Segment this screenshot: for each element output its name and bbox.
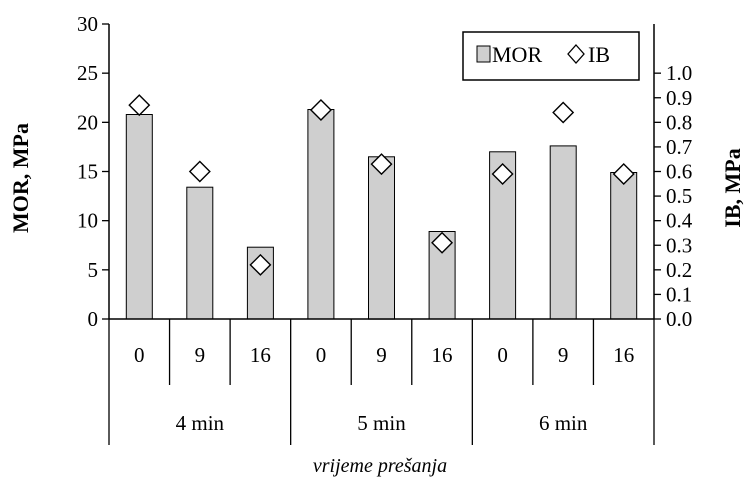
y-tick-label-2: 10 (77, 209, 98, 233)
bar-mor-1 (186, 186, 214, 320)
y-tick-label-4: 20 (77, 110, 98, 134)
bar-mor-4 (368, 156, 395, 320)
x-tick-label-8: 16 (613, 343, 634, 367)
plot-area: 0510152025300.00.10.20.30.40.50.60.70.80… (77, 12, 693, 445)
point-ib-4 (370, 153, 393, 176)
y-axis-title: MOR, MPa (8, 123, 33, 233)
y2-tick-label-3: 0.3 (666, 233, 692, 257)
legend-ib-marker (567, 44, 585, 64)
x-axis-title: vrijeme prešanja (313, 455, 447, 477)
bar-mor-0 (125, 114, 153, 320)
point-ib-7 (552, 101, 575, 124)
legend-mor-label: MOR (492, 42, 542, 67)
legend-mor-marker (476, 45, 491, 63)
y-tick-label-6: 30 (77, 12, 98, 36)
legend-box (462, 31, 640, 81)
y-tick-label-0: 0 (88, 307, 99, 331)
x-tick-label-6: 0 (497, 343, 508, 367)
bar-mor-7 (549, 145, 577, 320)
point-ib-2 (249, 253, 272, 276)
x-tick-label-3: 0 (316, 343, 327, 367)
y2-tick-label-5: 0.5 (666, 184, 692, 208)
y-tick-label-5: 25 (77, 61, 98, 85)
y2-tick-label-7: 0.7 (666, 135, 692, 159)
point-ib-8 (612, 162, 635, 185)
x-tick-label-2: 16 (250, 343, 271, 367)
x-tick-label-1: 9 (195, 343, 206, 367)
point-ib-5 (431, 231, 454, 254)
y2-axis-title: IB, MPa (720, 148, 745, 227)
point-ib-3 (309, 99, 332, 122)
x-tick-label-7: 9 (558, 343, 569, 367)
point-ib-1 (188, 160, 211, 183)
x-tick-label-0: 0 (134, 343, 145, 367)
x-group-label-2: 6 min (539, 411, 588, 435)
y2-tick-label-0: 0.0 (666, 307, 692, 331)
legend: MOR IB (462, 31, 640, 81)
point-ib-0 (128, 94, 151, 117)
y-tick-label-3: 15 (77, 160, 98, 184)
x-tick-label-4: 9 (376, 343, 387, 367)
y2-tick-label-10: 1.0 (666, 61, 692, 85)
legend-ib-label: IB (588, 42, 610, 67)
y-tick-label-1: 5 (88, 258, 99, 282)
y2-tick-label-9: 0.9 (666, 86, 692, 110)
x-group-label-0: 4 min (176, 411, 225, 435)
y2-tick-label-8: 0.8 (666, 110, 692, 134)
y2-tick-label-6: 0.6 (666, 160, 692, 184)
x-tick-label-5: 16 (432, 343, 453, 367)
bar-mor-3 (307, 109, 335, 320)
bar-mor-8 (610, 172, 638, 320)
point-ib-6 (491, 162, 514, 185)
y2-tick-label-4: 0.4 (666, 209, 693, 233)
y2-tick-label-2: 0.2 (666, 258, 692, 282)
y2-tick-label-1: 0.1 (666, 282, 692, 306)
x-group-label-1: 5 min (357, 411, 406, 435)
